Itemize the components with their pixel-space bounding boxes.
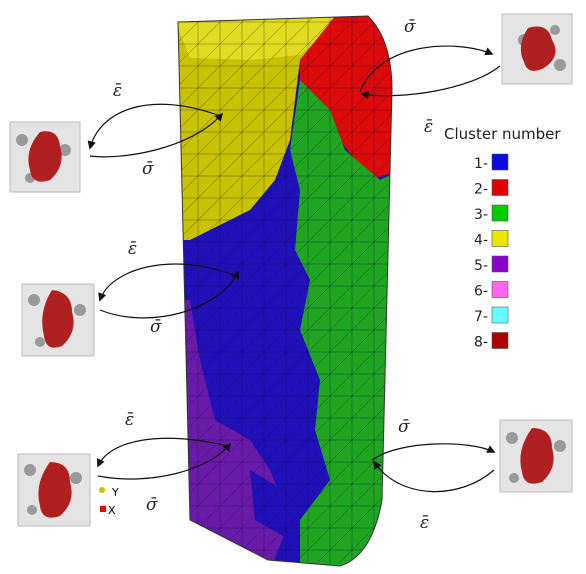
legend-swatch-1 — [491, 153, 509, 171]
legend-swatch-7 — [491, 306, 509, 324]
rve-right-bottom — [499, 419, 573, 493]
legend-swatch-6 — [491, 281, 509, 298]
rve-left-top — [9, 121, 81, 193]
rve-top-right — [501, 13, 573, 85]
axis-y-label: Y — [111, 486, 119, 499]
stress-symbol-left-middle: σ̄ — [150, 317, 162, 337]
stress-symbol-top-right: σ̄ — [404, 17, 416, 37]
arrow-left-top — [87, 103, 221, 150]
arrow-left-bottom — [97, 437, 229, 468]
arrows — [87, 45, 501, 493]
arrow-left-middle — [98, 263, 237, 302]
arrow-right-bottom-back — [373, 460, 495, 493]
legend-swatch-3 — [491, 204, 509, 222]
legend-swatch-4 — [491, 230, 509, 247]
legend-label-6: 6- — [474, 284, 488, 300]
strain-symbol-left-top: ε̄ — [113, 81, 122, 101]
legend-label-8: 8- — [474, 335, 488, 351]
stress-symbol-right-bottom: σ̄ — [398, 417, 410, 437]
strain-symbol-left-bottom: ε̄ — [125, 410, 134, 430]
legend-items: 1- 2- 3- 4- 5- 6- 7- 8- — [474, 153, 509, 351]
strain-symbol-right-bottom: ε̄ — [420, 513, 429, 533]
legend-label-7: 7- — [474, 309, 488, 325]
legend-title: Cluster number — [444, 125, 561, 143]
rve-left-bottom — [17, 453, 91, 527]
arrow-left-top-back — [89, 112, 224, 158]
legend-label-5: 5- — [474, 258, 488, 274]
arrow-top-right-back — [360, 65, 501, 100]
specimen-outline — [177, 15, 393, 567]
arrow-left-bottom-back — [97, 442, 232, 480]
legend: Cluster number 1- 2- 3- 4- 5- 6- 7- 8- — [444, 125, 561, 351]
specimen-mesh — [178, 16, 392, 566]
arrow-left-middle-back — [99, 270, 239, 319]
rve-left-middle — [21, 283, 95, 357]
axis-x-label: X — [108, 504, 116, 517]
legend-swatch-2 — [491, 179, 509, 196]
arrow-right-bottom — [371, 443, 496, 461]
axis-triad: Y X — [99, 486, 119, 517]
arrow-top-right — [359, 45, 494, 93]
legend-swatch-5 — [491, 255, 509, 273]
legend-label-4: 4- — [474, 233, 488, 249]
strain-symbol-left-middle: ε̄ — [128, 239, 137, 259]
strain-symbol-top-right: ε̄ — [424, 117, 433, 137]
legend-label-3: 3- — [474, 207, 488, 223]
stress-symbol-left-bottom: σ̄ — [146, 495, 158, 515]
legend-label-2: 2- — [474, 182, 488, 198]
stress-symbol-left-top: σ̄ — [142, 159, 154, 179]
legend-label-1: 1- — [474, 156, 488, 172]
legend-swatch-8 — [491, 332, 509, 349]
